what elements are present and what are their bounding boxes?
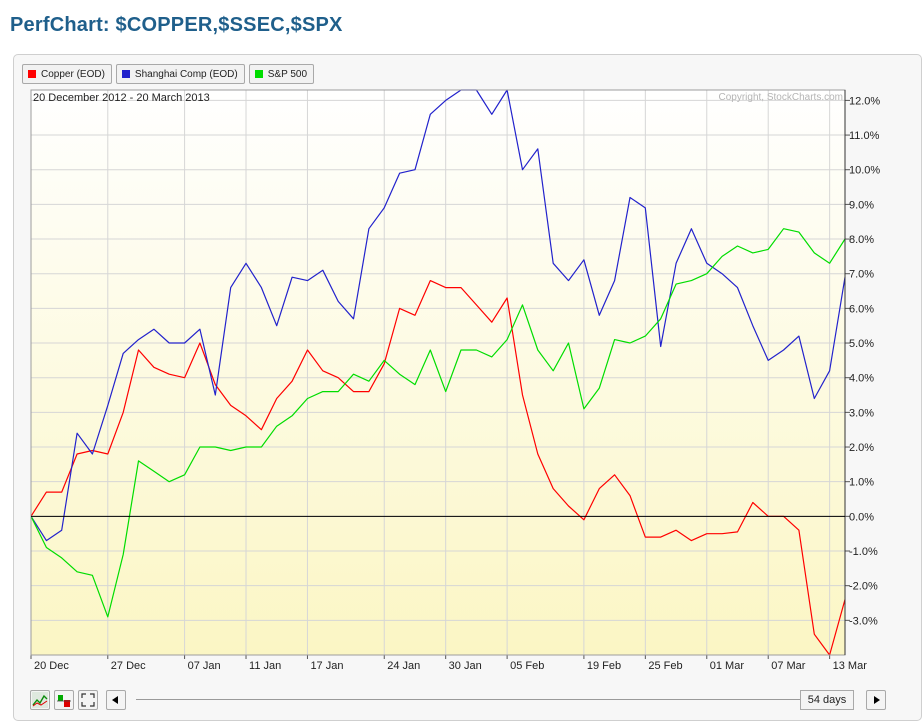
x-tick-label: 19 Feb	[587, 660, 621, 672]
legend-item-spx[interactable]: S&P 500	[248, 64, 315, 84]
y-tick-label: 10.0%	[849, 165, 880, 177]
legend-swatch-copper	[28, 70, 36, 78]
x-tick-label: 25 Feb	[648, 660, 682, 672]
series-layer	[30, 89, 846, 656]
y-tick-label: 7.0%	[849, 269, 874, 281]
legend-item-copper[interactable]: Copper (EOD)	[22, 64, 112, 84]
y-tick-label: 6.0%	[849, 303, 874, 315]
legend-label-copper: Copper (EOD)	[41, 68, 105, 80]
y-tick-label: 5.0%	[849, 338, 874, 350]
fullscreen-button[interactable]	[78, 690, 98, 710]
x-tick-label: 20 Dec	[34, 660, 69, 672]
y-tick-label: 9.0%	[849, 199, 874, 211]
legend: Copper (EOD) Shanghai Comp (EOD) S&P 500	[22, 64, 315, 84]
y-tick-label: -1.0%	[849, 546, 878, 558]
legend-item-shanghai[interactable]: Shanghai Comp (EOD)	[115, 64, 245, 84]
series-line-2	[30, 89, 846, 542]
y-tick-label: 0.0%	[849, 511, 874, 523]
histogram-icon	[57, 695, 71, 707]
fullscreen-icon	[81, 693, 95, 707]
copyright-label: Copyright, StockCharts.com	[719, 92, 844, 103]
perf-chart-icon	[32, 692, 48, 708]
y-tick-label: 12.0%	[849, 95, 880, 107]
x-tick-label: 30 Jan	[449, 660, 482, 672]
scroll-left-button[interactable]	[106, 690, 126, 710]
series-line-1	[30, 280, 846, 656]
y-tick-label: 4.0%	[849, 373, 874, 385]
x-tick-label: 07 Mar	[771, 660, 806, 672]
page-title: PerfChart: $COPPER,$SSEC,$SPX	[10, 14, 343, 36]
date-range-label: 20 December 2012 - 20 March 2013	[33, 92, 210, 104]
y-tick-label: -2.0%	[849, 581, 878, 593]
x-tick-label: 27 Dec	[111, 660, 146, 672]
series-line-3	[30, 228, 846, 618]
x-tick-label: 11 Jan	[249, 660, 281, 672]
y-tick-label: 8.0%	[849, 234, 874, 246]
legend-label-spx: S&P 500	[267, 68, 308, 80]
perf-chart-button[interactable]	[30, 690, 50, 710]
y-tick-label: 3.0%	[849, 407, 874, 419]
chart-toolbar: 54 days	[30, 690, 892, 714]
days-selector[interactable]: 54 days	[800, 690, 854, 710]
y-tick-label: 11.0%	[849, 130, 880, 142]
legend-label-shanghai: Shanghai Comp (EOD)	[134, 68, 238, 80]
x-tick-label: 01 Mar	[710, 660, 745, 672]
x-tick-label: 13 Mar	[833, 660, 868, 672]
triangle-left-icon	[112, 696, 118, 704]
x-tick-label: 24 Jan	[387, 660, 420, 672]
x-tick-label: 05 Feb	[510, 660, 544, 672]
x-tick-label: 17 Jan	[310, 660, 343, 672]
triangle-right-icon	[874, 696, 880, 704]
legend-swatch-spx	[254, 70, 263, 78]
x-tick-label: 07 Jan	[188, 660, 221, 672]
grid-layer	[30, 90, 845, 655]
date-scrollbar[interactable]	[130, 690, 820, 710]
axis-layer: 12.0% 11.0% 10.0% 9.0% 8.0% 7.0% 6.0% 5.0% 4.0% 3…	[30, 89, 880, 672]
legend-swatch-shanghai	[121, 70, 130, 78]
scroll-track-line	[136, 699, 820, 700]
y-tick-label: 2.0%	[849, 442, 874, 454]
scroll-right-button[interactable]	[866, 690, 886, 710]
y-tick-label: -3.0%	[849, 615, 878, 627]
y-tick-label: 1.0%	[849, 477, 874, 489]
histogram-button[interactable]	[54, 690, 74, 710]
